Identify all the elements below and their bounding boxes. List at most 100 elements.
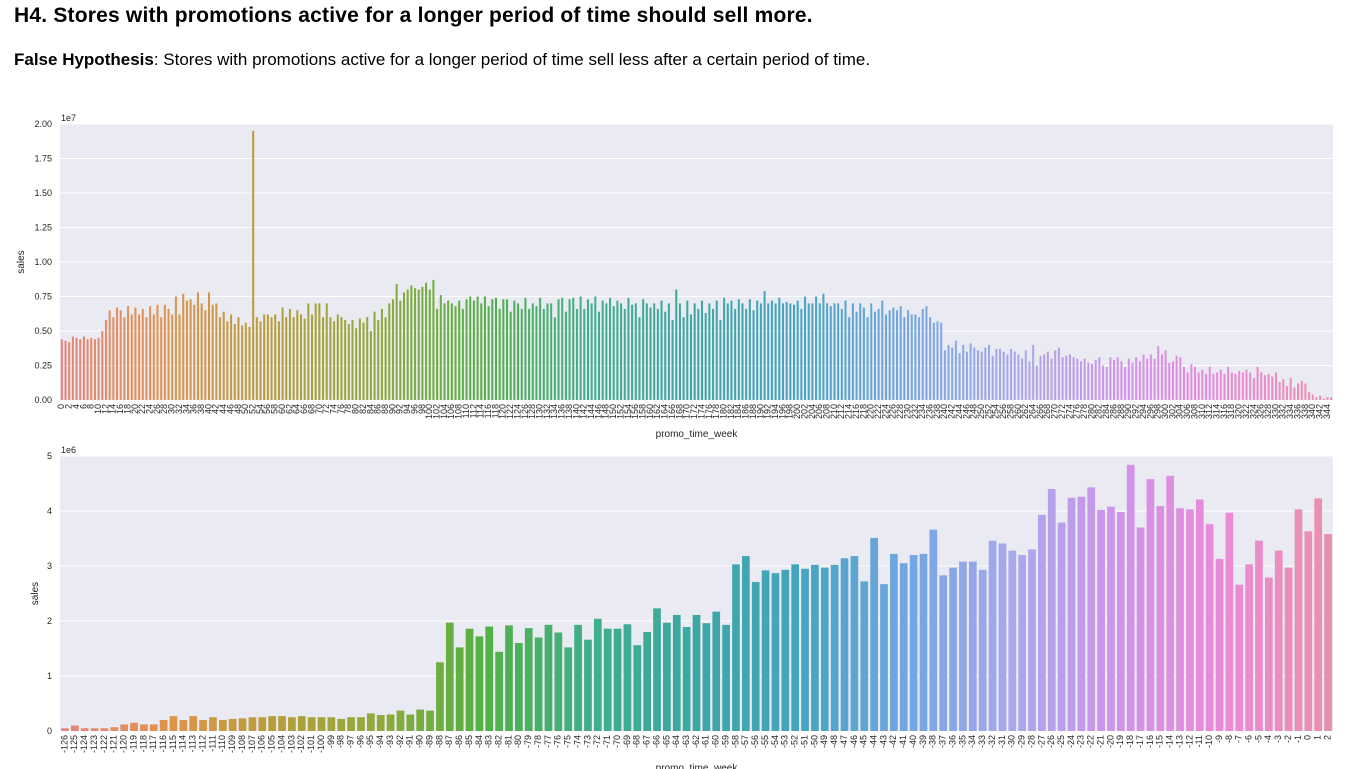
x-tick-label: 244	[954, 404, 964, 419]
x-tick-label: 338	[1300, 404, 1310, 419]
x-tick-label: 52	[248, 404, 258, 414]
bar	[317, 717, 326, 731]
bar	[68, 342, 71, 400]
bar	[1260, 372, 1263, 400]
bar	[1039, 355, 1042, 400]
bar	[1057, 522, 1066, 731]
bar	[862, 307, 865, 400]
bar	[892, 307, 895, 400]
x-tick-label: 230	[902, 404, 912, 419]
bar	[903, 317, 906, 400]
bar	[61, 728, 69, 731]
bar	[200, 303, 203, 400]
x-tick-label: -102	[296, 735, 306, 753]
x-tick-label: 238	[932, 404, 942, 419]
bar	[612, 306, 615, 400]
bar	[1068, 354, 1071, 400]
bar	[355, 328, 358, 400]
bar	[86, 339, 89, 400]
bar	[222, 311, 225, 400]
bar	[781, 303, 784, 400]
x-tick-label: -22	[1086, 735, 1096, 748]
x-tick-label: 118	[490, 404, 500, 418]
x-tick-label: 2	[1322, 735, 1332, 740]
bar	[502, 299, 505, 400]
x-tick-label: -94	[375, 735, 385, 748]
x-tick-label: -2	[1283, 735, 1293, 743]
bar	[1072, 357, 1075, 400]
x-tick-label: 44	[218, 404, 228, 414]
bar	[288, 717, 296, 731]
bar	[712, 308, 715, 400]
bar	[1330, 397, 1333, 400]
bar	[1245, 564, 1253, 731]
bar	[432, 279, 435, 400]
bar	[1002, 351, 1005, 400]
bar	[1271, 376, 1274, 400]
bar	[450, 303, 453, 400]
x-tick-label: 168	[674, 404, 684, 419]
x-tick-label: -82	[494, 735, 504, 748]
bar	[252, 130, 255, 400]
x-tick-label: -20	[1105, 735, 1115, 748]
x-tick-label: -18	[1125, 735, 1135, 748]
x-tick-label: 8	[86, 404, 96, 409]
x-axis-label: promo_time_week	[656, 429, 739, 440]
bar	[406, 289, 409, 400]
bar	[373, 311, 376, 400]
bar	[1094, 359, 1097, 400]
x-tick-label: -122	[99, 735, 109, 753]
bar	[1032, 344, 1035, 400]
x-tick-label: -32	[987, 735, 997, 748]
x-tick-label: -24	[1066, 735, 1076, 748]
bar	[745, 308, 748, 400]
bar	[458, 300, 461, 400]
bar	[110, 727, 119, 731]
x-tick-label: 48	[233, 404, 243, 414]
x-tick-label: 88	[380, 404, 390, 414]
x-tick-label: -117	[148, 735, 158, 752]
bar	[1285, 386, 1289, 400]
bar	[634, 303, 637, 400]
bar	[767, 303, 770, 400]
bar	[152, 314, 155, 400]
bar	[169, 716, 178, 731]
x-tick-label: 202	[799, 404, 809, 419]
bar	[174, 296, 177, 400]
x-tick-label: -91	[405, 735, 415, 748]
bar	[230, 314, 233, 400]
x-tick-label: 36	[189, 404, 199, 414]
bar	[274, 314, 277, 400]
x-tick-label: -25	[1056, 735, 1066, 748]
bar	[778, 297, 781, 400]
bar	[579, 296, 582, 400]
bar	[1274, 550, 1283, 731]
bar	[1157, 346, 1160, 400]
bar	[682, 317, 685, 400]
x-tick-label: -60	[711, 735, 721, 748]
bar	[1067, 497, 1076, 731]
bar	[1186, 509, 1194, 731]
bar	[1282, 379, 1285, 400]
bar	[1201, 369, 1204, 400]
x-tick-label: 326	[1256, 404, 1266, 419]
x-tick-label: -41	[898, 735, 908, 748]
bar	[528, 308, 531, 400]
bar	[377, 319, 380, 400]
x-tick-label: 42	[211, 404, 221, 414]
x-tick-label: 292	[1131, 404, 1141, 419]
x-tick-label: -16	[1145, 735, 1155, 748]
x-tick-label: 248	[969, 404, 979, 419]
bar	[995, 348, 998, 400]
bar	[840, 308, 843, 400]
x-tick-label: 82	[358, 404, 368, 414]
x-tick-label: 332	[1278, 404, 1288, 419]
x-tick-label: 60	[277, 404, 287, 414]
x-tick-label: 2	[64, 404, 74, 409]
x-tick-label: 260	[1013, 404, 1023, 419]
x-tick-label: -101	[306, 735, 316, 753]
x-tick-label: -118	[138, 735, 148, 752]
bar	[1304, 383, 1307, 400]
bar	[71, 336, 74, 400]
bar	[1107, 506, 1115, 731]
